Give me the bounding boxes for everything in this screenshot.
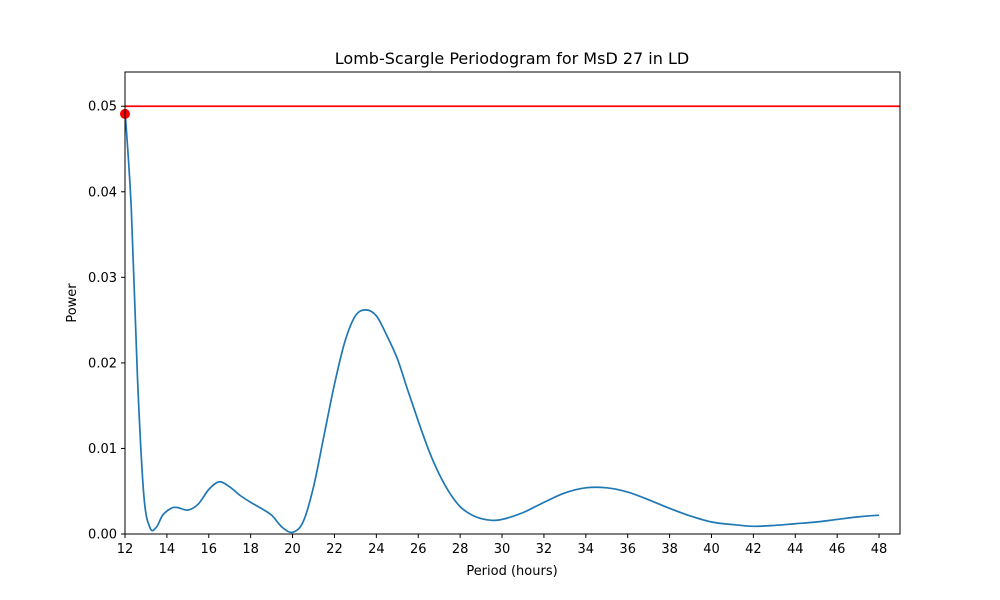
x-tick-label: 14 <box>159 542 176 557</box>
y-tick-label: 0.01 <box>88 442 117 457</box>
plot-background <box>125 72 900 534</box>
x-tick-label: 38 <box>661 542 678 557</box>
x-axis: 12 14 16 18 20 22 24 26 28 30 32 34 36 38 40 42 44 46 48 <box>117 534 888 557</box>
x-tick-label: 42 <box>745 542 762 557</box>
x-tick-label: 16 <box>201 542 218 557</box>
y-tick-label: 0.02 <box>88 356 117 371</box>
y-tick-label: 0.03 <box>88 271 117 286</box>
series-line <box>124 110 880 534</box>
y-tick-label: 0.04 <box>88 185 117 200</box>
x-tick-label: 30 <box>494 542 511 557</box>
x-tick-label: 12 <box>117 542 134 557</box>
x-tick-label: 32 <box>536 542 553 557</box>
x-axis-label: Period (hours) <box>466 564 557 579</box>
x-tick-label: 26 <box>410 542 427 557</box>
x-tick-label: 18 <box>242 542 259 557</box>
chart-title: Lomb-Scargle Periodogram for MsD 27 in L… <box>335 49 689 68</box>
x-tick-label: 46 <box>829 542 846 557</box>
x-tick-label: 48 <box>871 542 888 557</box>
x-tick-label: 22 <box>326 542 343 557</box>
y-axis-label: Power <box>65 283 80 323</box>
x-tick-label: 44 <box>787 542 804 557</box>
x-tick-label: 34 <box>578 542 595 557</box>
plot-frame <box>124 71 901 535</box>
y-tick-label: 0.05 <box>88 100 117 115</box>
y-axis: 0.00 0.01 0.02 0.03 0.04 0.05 <box>88 100 125 543</box>
x-tick-label: 28 <box>452 542 469 557</box>
x-tick-label: 40 <box>703 542 720 557</box>
x-tick-label: 20 <box>284 542 301 557</box>
x-tick-label: 36 <box>619 542 636 557</box>
y-tick-label: 0.00 <box>88 528 117 543</box>
x-tick-label: 24 <box>368 542 385 557</box>
